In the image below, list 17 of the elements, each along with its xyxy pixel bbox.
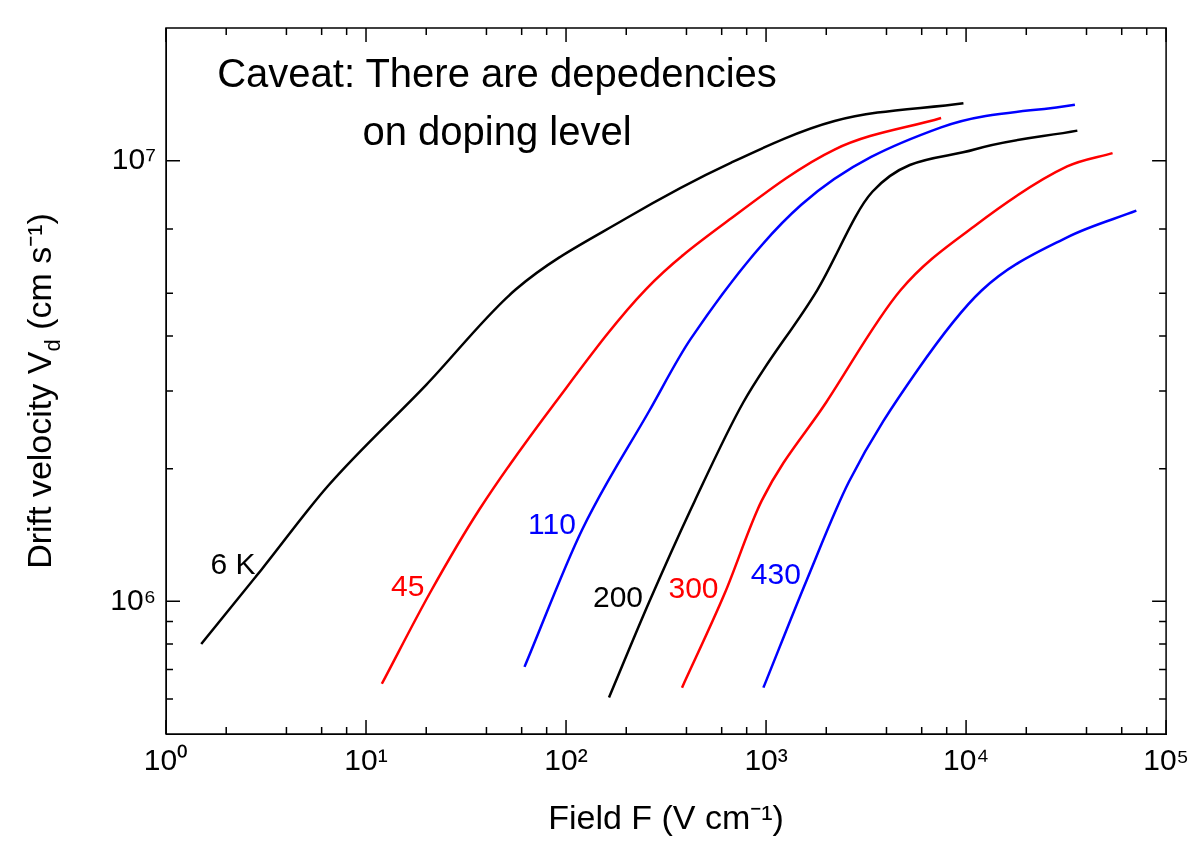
y-tick-label: 10⁷ [111,141,156,175]
annotation: Caveat: There are depedencies on doping level [217,51,777,154]
series-label: 110 [528,507,576,541]
series-label: 200 [592,579,644,613]
x-tick-label: 10⁰ [143,743,189,777]
x-tick-label: 10² [544,743,588,777]
x-tick-label: 10⁴ [942,743,990,777]
x-axis-title: Field F (V cm⁻¹) [548,798,784,837]
series-label: 430 [750,556,801,590]
x-tick-label: 10¹ [344,743,388,777]
x-tick-label: 10⁵ [1143,743,1189,777]
series-label: 45 [391,569,425,603]
y-axis-title: Drift velocity Vd (cm s⁻¹) [20,213,65,569]
series-label: 300 [668,571,719,605]
series-label: 6 K [210,546,256,580]
y-tick-label: 10⁶ [110,582,156,616]
x-tick-label: 10³ [744,743,788,777]
